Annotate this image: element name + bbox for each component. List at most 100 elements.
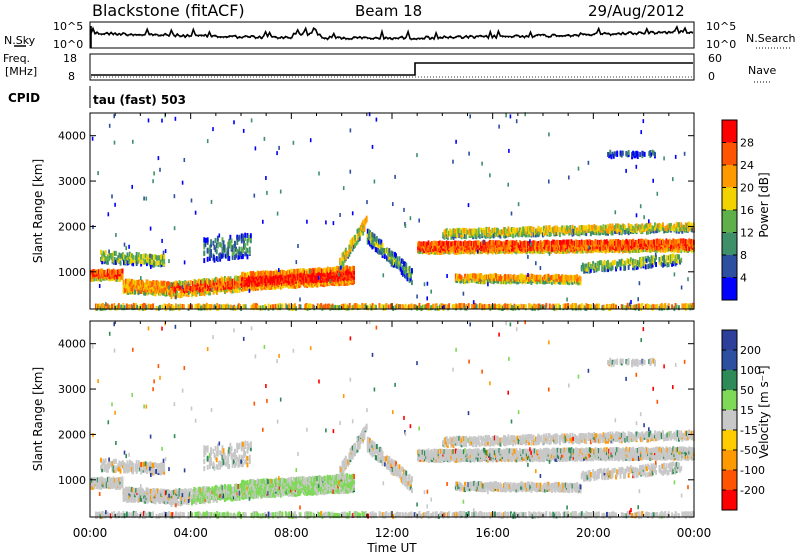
power-cell: [642, 225, 645, 231]
power-cell: [474, 276, 477, 282]
power-cell: [243, 304, 246, 310]
power-cell: [667, 255, 670, 261]
power-cell: [562, 279, 565, 285]
power-cell: [290, 282, 293, 288]
power-cell: [484, 230, 487, 236]
power-cell: [271, 284, 274, 290]
power-cell: [505, 240, 508, 245]
power-cell: [517, 243, 520, 249]
power-cell: [517, 202, 520, 207]
power-cell: [240, 233, 243, 239]
power-cell: [201, 290, 204, 296]
power-cell: [143, 253, 146, 259]
power-cell: [463, 303, 465, 309]
power-cell: [633, 304, 636, 310]
power-cell: [595, 303, 598, 309]
power-cell: [554, 277, 557, 283]
power-cell: [361, 303, 364, 309]
power-cell: [684, 305, 687, 311]
power-cell: [166, 281, 168, 287]
power-cell: [461, 227, 464, 233]
power-cell: [633, 265, 636, 271]
power-cell: [625, 238, 628, 244]
power-cell: [371, 232, 374, 238]
power-cell: [513, 278, 516, 284]
velocity-cell: [120, 476, 123, 482]
power-cell: [434, 246, 437, 251]
power-cell: [452, 159, 454, 164]
power-cell: [422, 247, 425, 253]
power-cell: [333, 273, 336, 278]
power-cell: [467, 303, 470, 309]
power-cell: [236, 234, 239, 240]
power-cell: [291, 272, 294, 278]
power-cell: [562, 227, 565, 233]
velocity-cell: [145, 495, 148, 501]
power-cell: [375, 304, 377, 310]
power-cell: [152, 280, 155, 285]
power-cell: [626, 242, 629, 248]
power-cell: [465, 227, 468, 233]
power-cell: [623, 305, 625, 310]
power-cell: [204, 304, 207, 310]
power-cell: [213, 254, 215, 259]
power-cell: [211, 288, 213, 292]
power-cell: [539, 274, 542, 280]
power-cell: [372, 305, 375, 311]
power-cell: [260, 276, 263, 282]
power-cell: [130, 278, 133, 284]
power-cell: [567, 226, 569, 232]
power-cell: [430, 305, 432, 311]
velocity-cell: [102, 482, 105, 488]
power-cell: [248, 250, 251, 256]
power-cell: [276, 211, 279, 216]
power-cell: [658, 222, 661, 228]
power-cell: [328, 303, 331, 309]
power-cell: [610, 226, 613, 232]
power-cell: [140, 259, 143, 264]
power-cell: [551, 274, 553, 280]
power-cell: [530, 242, 532, 247]
power-cell: [525, 240, 528, 246]
power-cell: [127, 258, 130, 264]
power-cell: [155, 280, 158, 286]
power-cell: [167, 289, 169, 295]
power-cell: [138, 305, 141, 311]
power-cell: [643, 151, 646, 157]
power-cell: [254, 278, 257, 284]
power-cell: [617, 223, 620, 229]
power-cell: [659, 260, 662, 266]
power-cell: [513, 243, 516, 249]
power-cell: [113, 114, 115, 119]
power-cell: [585, 242, 588, 248]
power-cell: [486, 304, 488, 310]
power-cell: [436, 240, 439, 246]
power-cell: [159, 281, 161, 287]
power-cell: [592, 265, 595, 271]
power-cell: [333, 266, 336, 272]
power-cell: [482, 275, 485, 281]
power-cell: [517, 248, 520, 254]
power-cell: [654, 252, 657, 257]
power-cell: [251, 282, 254, 288]
power-cell: [623, 224, 625, 230]
power-cell: [420, 241, 423, 247]
power-cell: [417, 304, 420, 310]
power-cell: [564, 274, 567, 280]
power-cell: [503, 244, 505, 249]
power-cell: [238, 254, 241, 260]
power-cell: [307, 303, 310, 309]
power-cell: [114, 269, 117, 275]
power-cell: [573, 274, 576, 280]
power-cell: [438, 240, 441, 246]
power-cell: [144, 259, 147, 265]
power-cell: [354, 243, 356, 249]
power-cell: [544, 228, 546, 234]
power-cell: [516, 242, 519, 247]
power-cell: [594, 305, 597, 311]
power-cell: [235, 283, 238, 289]
power-cell: [268, 284, 271, 290]
power-cell: [261, 281, 264, 287]
power-cell: [657, 245, 660, 251]
